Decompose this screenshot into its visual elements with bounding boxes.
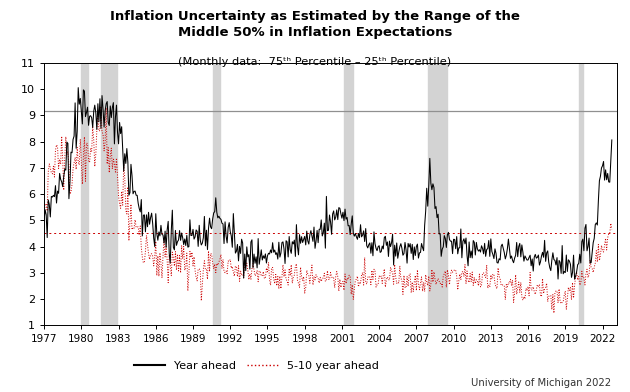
Year ahead — [571, 277, 578, 281]
5-10 year ahead — [82, 179, 89, 183]
Legend: Year ahead, 5-10 year ahead: Year ahead, 5-10 year ahead — [129, 356, 383, 375]
Bar — [579, 63, 583, 325]
Bar — [81, 63, 88, 325]
Year ahead — [40, 218, 48, 223]
5-10 year ahead — [608, 227, 616, 232]
5-10 year ahead — [260, 269, 267, 274]
5-10 year ahead — [541, 287, 548, 291]
Year ahead — [260, 253, 267, 258]
Year ahead — [434, 212, 442, 217]
Bar — [428, 63, 447, 325]
Year ahead — [541, 238, 548, 243]
Bar — [345, 63, 353, 325]
5-10 year ahead — [550, 311, 558, 316]
Line: 5-10 year ahead: 5-10 year ahead — [44, 106, 612, 313]
Year ahead — [608, 138, 616, 142]
Year ahead — [74, 85, 82, 90]
5-10 year ahead — [434, 276, 442, 281]
5-10 year ahead — [97, 104, 105, 109]
Text: (Monthly data:  75ᵗʰ Percentile – 25ᵗʰ Percentile): (Monthly data: 75ᵗʰ Percentile – 25ᵗʰ Pe… — [178, 57, 452, 67]
5-10 year ahead — [542, 285, 549, 290]
Line: Year ahead: Year ahead — [44, 88, 612, 279]
Year ahead — [542, 259, 549, 264]
Text: Inflation Uncertainty as Estimated by the Range of the
Middle 50% in Inflation E: Inflation Uncertainty as Estimated by th… — [110, 10, 520, 39]
5-10 year ahead — [40, 213, 48, 218]
Year ahead — [83, 110, 90, 115]
Bar — [213, 63, 220, 325]
Text: University of Michigan 2022: University of Michigan 2022 — [471, 378, 611, 388]
5-10 year ahead — [300, 274, 307, 279]
Year ahead — [300, 237, 307, 242]
Bar — [101, 63, 117, 325]
